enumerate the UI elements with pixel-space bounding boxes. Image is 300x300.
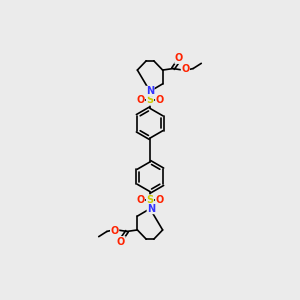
Text: S: S [146, 95, 154, 105]
Text: O: O [136, 195, 145, 205]
Text: O: O [155, 95, 164, 105]
Text: S: S [146, 195, 154, 205]
Text: N: N [147, 204, 155, 214]
Text: O: O [181, 64, 190, 74]
Text: N: N [146, 86, 154, 96]
Text: O: O [136, 95, 145, 105]
Text: O: O [175, 53, 183, 64]
Text: O: O [155, 195, 164, 205]
Text: O: O [117, 236, 125, 247]
Text: O: O [110, 226, 119, 236]
